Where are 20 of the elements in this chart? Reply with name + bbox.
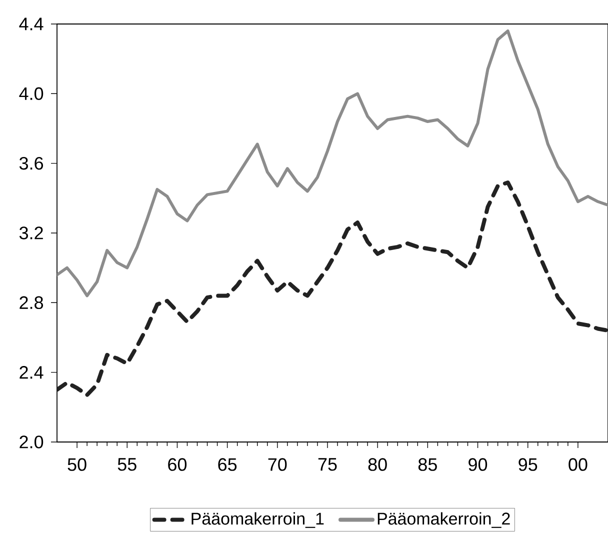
x-tick-label: 65 <box>218 458 237 471</box>
x-tick-label: 85 <box>418 458 437 471</box>
x-tick-label: 90 <box>468 458 488 471</box>
x-tick-label: 55 <box>118 458 136 471</box>
x-tick-label: 95 <box>518 458 538 471</box>
y-tick-label: 3.6 <box>19 156 44 170</box>
y-tick-label: 2.4 <box>20 366 44 379</box>
y-tick-label: 3.2 <box>19 226 43 240</box>
y-tick-label: 4.0 <box>19 87 44 100</box>
x-tick-label: 75 <box>318 458 337 471</box>
x-tick-label: 50 <box>68 458 86 471</box>
x-tick-label: 00 <box>568 458 588 471</box>
y-tick-label: 2.8 <box>20 296 44 310</box>
x-tick-label: 70 <box>268 458 287 471</box>
legend-label: Pääomakerroin_1 <box>192 512 324 528</box>
legend-label: Pääomakerroin_2 <box>378 512 510 528</box>
x-tick-label: 60 <box>168 458 187 471</box>
y-tick-label: 2.0 <box>20 436 44 448</box>
x-tick-label: 80 <box>368 458 387 471</box>
y-tick-label: 4.4 <box>19 18 44 30</box>
